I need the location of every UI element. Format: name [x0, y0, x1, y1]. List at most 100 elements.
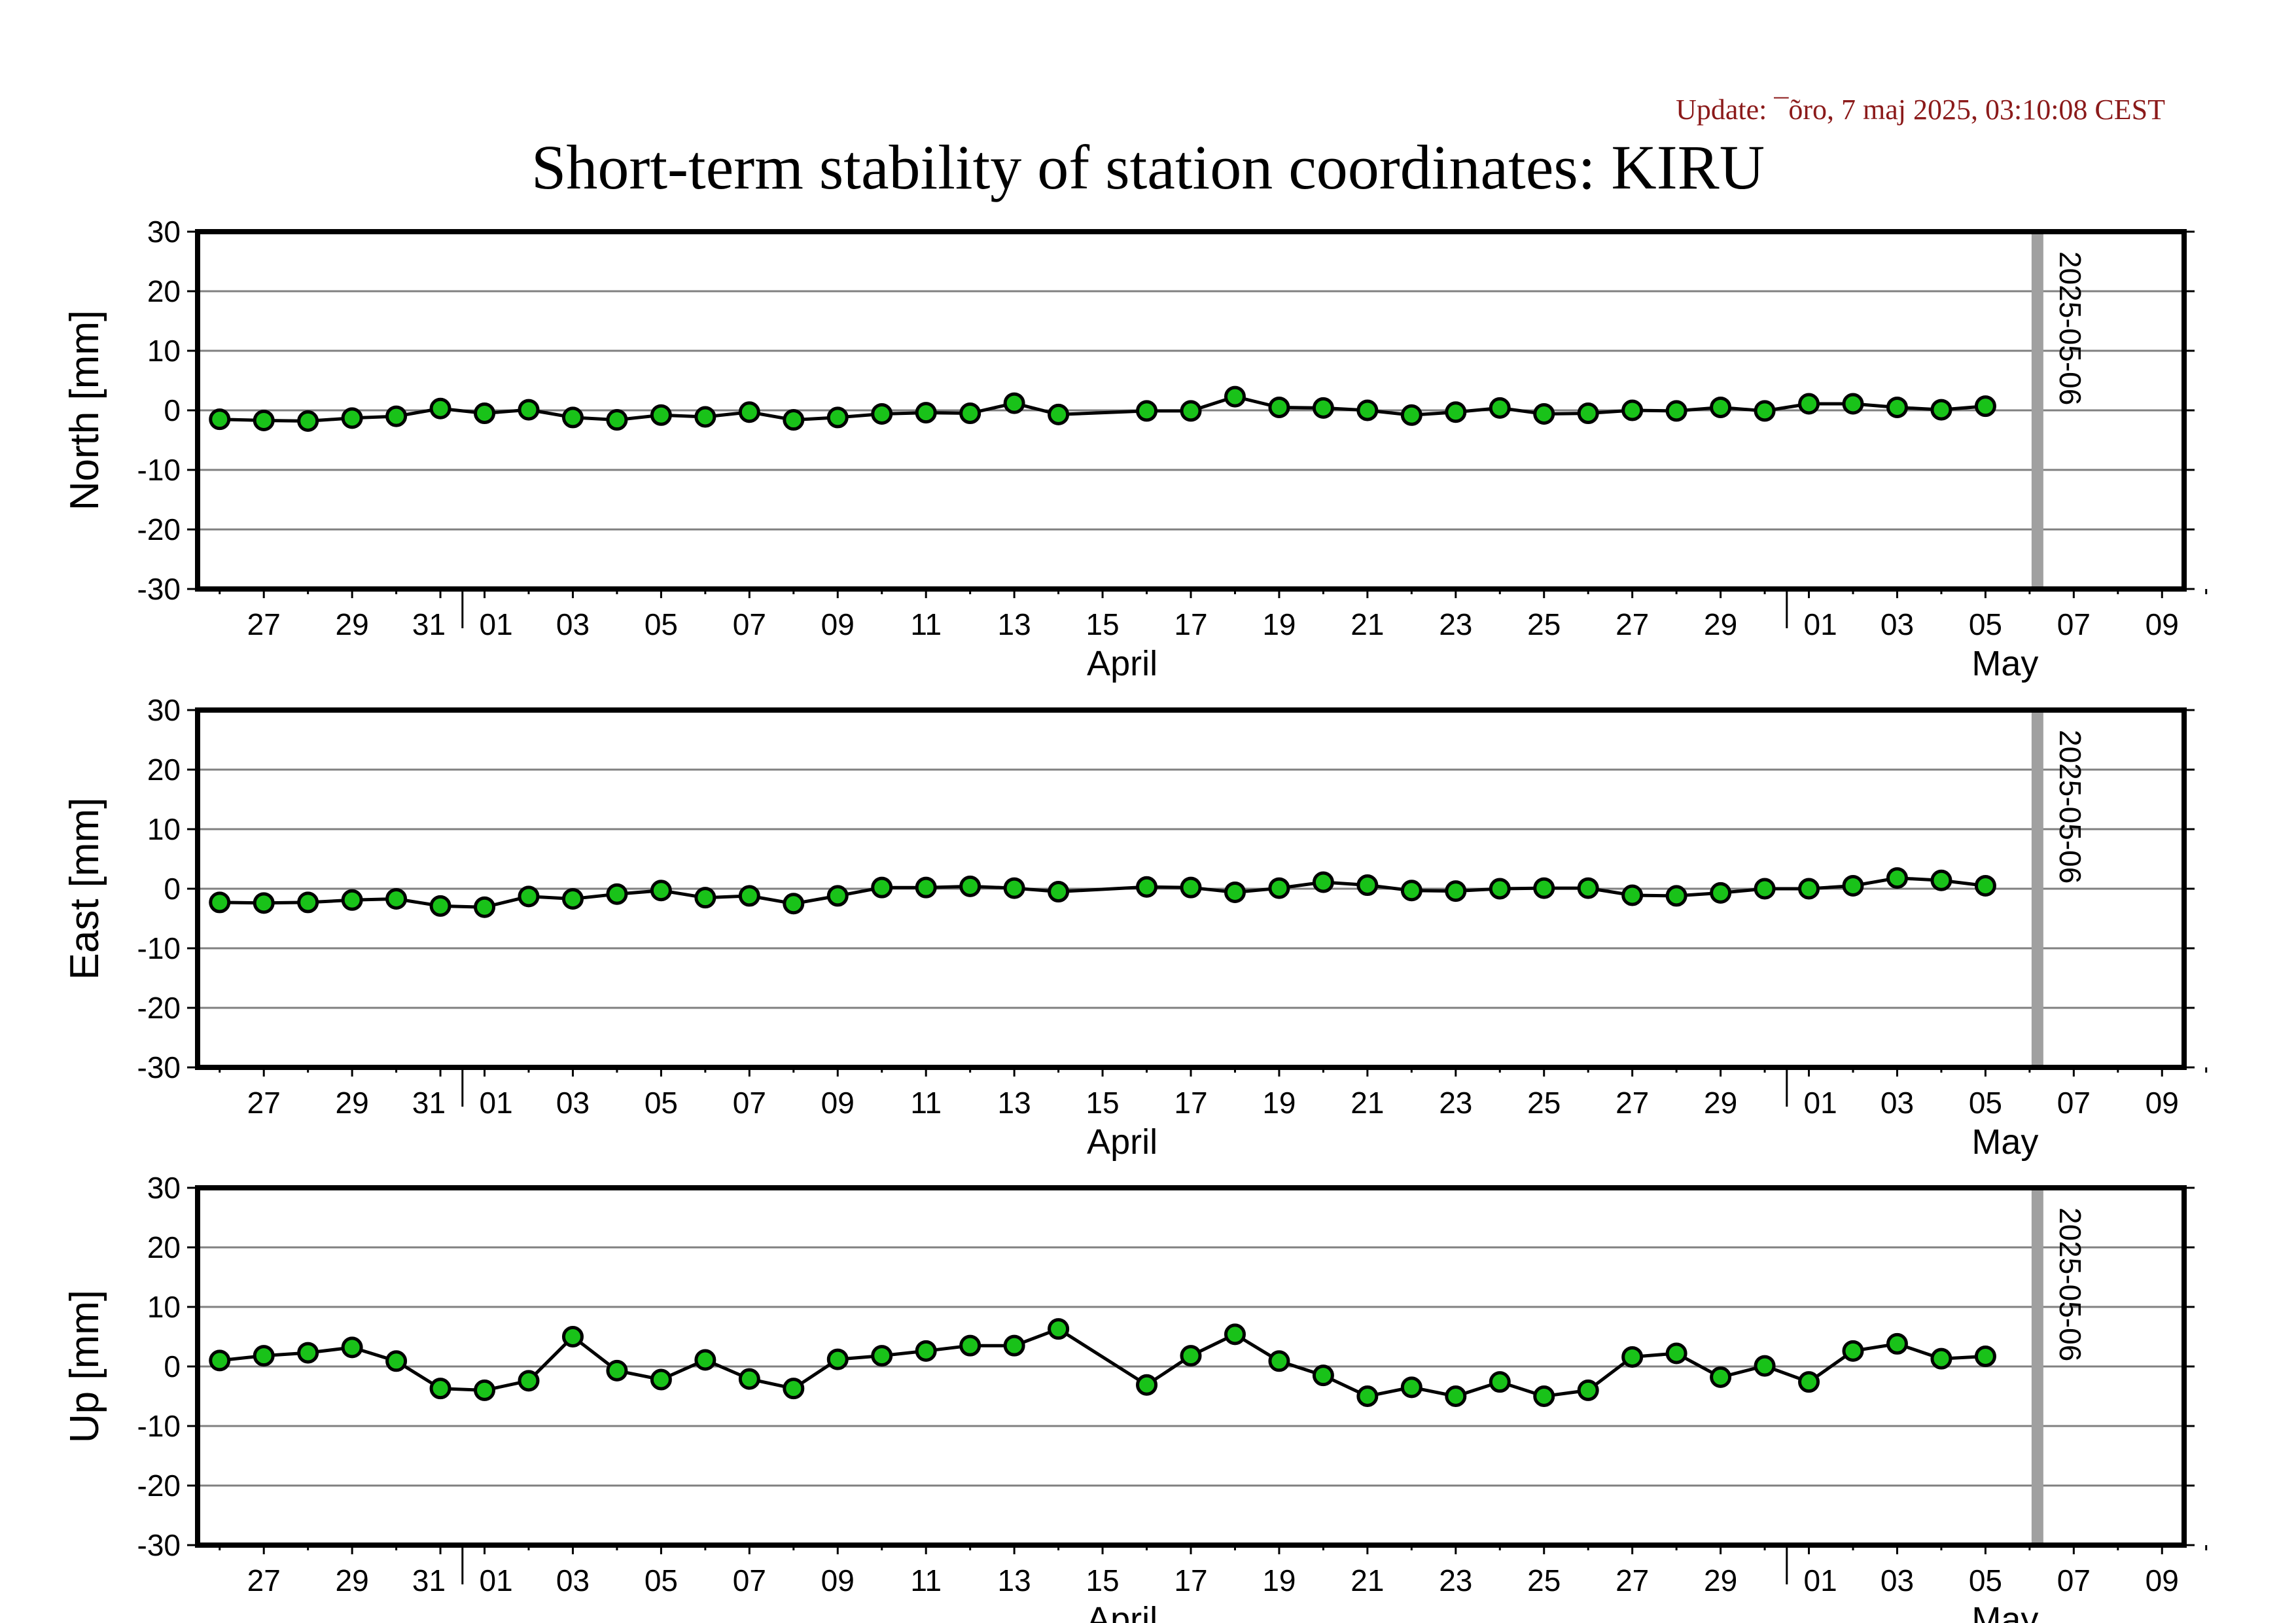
- x-tick-label: 09: [821, 1563, 855, 1597]
- y-tick-label: -20: [137, 512, 181, 546]
- data-point: [1136, 1374, 1158, 1396]
- x-tick-label: 15: [1086, 1563, 1119, 1597]
- data-point: [1621, 399, 1644, 421]
- data-point: [826, 406, 849, 429]
- data-point: [341, 1336, 363, 1359]
- panel-north: 30 20 10 0 -10 -20 -30 North [mm] 27 29 31 01 03 05 07…: [62, 215, 2208, 683]
- y-tick-label: 0: [164, 393, 181, 427]
- data-point: [1842, 874, 1864, 897]
- x-tick-label: 31: [412, 607, 446, 641]
- y-axis-label: East [mm]: [62, 797, 107, 980]
- month-label: May: [1971, 644, 2038, 683]
- x-tick-label: 27: [1616, 1563, 1649, 1597]
- data-point: [959, 1334, 981, 1357]
- x-tick-label: 15: [1086, 607, 1119, 641]
- data-point: [959, 402, 981, 425]
- x-tick-label: 01: [480, 607, 513, 641]
- data-point: [650, 880, 672, 902]
- x-tick-label: 27: [247, 1563, 281, 1597]
- series-line: [219, 1327, 1986, 1399]
- data-point: [1798, 1371, 1820, 1393]
- data-point: [694, 887, 716, 909]
- y-tick-label: -10: [137, 931, 181, 965]
- x-tick-label: 23: [1439, 607, 1472, 641]
- data-point: [1048, 403, 1070, 425]
- date-marker-label: 2025-05-06: [2053, 251, 2087, 405]
- data-point: [871, 402, 893, 425]
- x-tick-label: 03: [1881, 607, 1914, 641]
- data-point: [1754, 400, 1776, 422]
- y-tick-label: -30: [137, 1050, 181, 1084]
- date-marker-label: 2025-05-06: [2053, 1207, 2087, 1361]
- data-point: [1445, 401, 1467, 423]
- data-point: [385, 1350, 408, 1372]
- x-tick-label: 07: [733, 607, 766, 641]
- month-label: April: [1087, 644, 1157, 683]
- data-point: [1842, 1340, 1864, 1362]
- data-point: [1224, 385, 1246, 408]
- x-tick-label: 03: [1881, 1086, 1914, 1120]
- data-point: [253, 892, 275, 914]
- x-tick-label: 01: [480, 1086, 513, 1120]
- x-tick-label: 19: [1262, 1563, 1296, 1597]
- update-timestamp: Update: ¯õro, 7 maj 2025, 03:10:08 CEST: [1676, 94, 2165, 126]
- data-point: [297, 1342, 319, 1364]
- x-tick-label: 07: [2057, 607, 2091, 641]
- data-point: [738, 1368, 760, 1390]
- x-tick-label: 09: [2146, 607, 2179, 641]
- x-tick-label: 13: [998, 607, 1031, 641]
- data-point: [1798, 393, 1820, 415]
- data-point: [1180, 876, 1202, 899]
- y-tick-label: 10: [147, 334, 181, 368]
- data-point: [209, 1349, 231, 1372]
- y-tick-label: 0: [164, 1349, 181, 1383]
- data-point: [1533, 877, 1555, 899]
- data-point: [518, 885, 540, 908]
- x-tick-label: 05: [645, 1086, 678, 1120]
- data-point: [1400, 880, 1422, 902]
- x-tick-label: 17: [1174, 1086, 1207, 1120]
- data-point: [1180, 1345, 1202, 1367]
- x-tick-label: 13: [998, 1563, 1031, 1597]
- data-point: [738, 885, 760, 907]
- x-tick-label: 21: [1351, 1563, 1384, 1597]
- y-tick-label: 20: [147, 753, 181, 787]
- y-tick-label: -30: [137, 1528, 181, 1562]
- y-tick-label: 20: [147, 274, 181, 308]
- y-tick-label: -30: [137, 572, 181, 606]
- x-tick-label: 25: [1527, 1563, 1561, 1597]
- x-tick-label: 27: [247, 1086, 281, 1120]
- x-tick-label: 19: [1262, 1086, 1296, 1120]
- data-point: [1930, 1347, 1952, 1370]
- x-tick-label: 03: [556, 1563, 590, 1597]
- data-point: [871, 1345, 893, 1367]
- data-point: [209, 408, 231, 431]
- x-tick-label: 17: [1174, 1563, 1207, 1597]
- x-tick-label: 09: [2146, 1086, 2179, 1120]
- data-point: [1533, 1385, 1555, 1407]
- x-tick-label: 09: [821, 1086, 855, 1120]
- data-point: [694, 1349, 716, 1371]
- data-point: [1312, 871, 1334, 893]
- x-tick-label: 03: [556, 607, 590, 641]
- panel-east: 30 20 10 0 -10 -20 -30 East [mm] 27 29 31 01 03 05 07 0…: [62, 693, 2208, 1162]
- data-point: [1048, 1318, 1070, 1340]
- y-tick-label: -20: [137, 991, 181, 1025]
- data-point: [650, 1368, 672, 1391]
- data-point: [429, 1378, 451, 1400]
- x-tick-label: 23: [1439, 1086, 1472, 1120]
- data-point: [1136, 876, 1158, 898]
- data-point: [871, 876, 893, 899]
- y-tick-label: 20: [147, 1230, 181, 1264]
- month-label: May: [1971, 1600, 2038, 1623]
- data-point: [1621, 884, 1644, 906]
- x-tick-label: 01: [480, 1563, 513, 1597]
- data-point: [1356, 399, 1379, 421]
- x-tick-label: 29: [1704, 607, 1737, 641]
- data-point: [297, 410, 319, 432]
- data-point: [650, 404, 672, 426]
- y-tick-label: 0: [164, 872, 181, 906]
- data-point: [474, 402, 496, 425]
- data-point: [915, 402, 937, 424]
- data-point: [1577, 1379, 1599, 1401]
